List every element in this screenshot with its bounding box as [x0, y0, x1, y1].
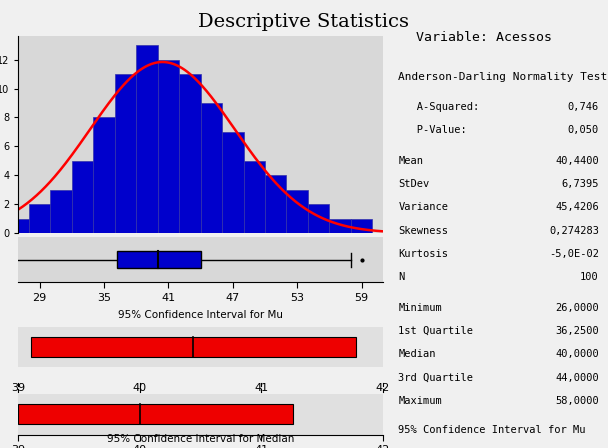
- Text: Variable: Acessos: Variable: Acessos: [416, 31, 553, 44]
- Text: 0,746: 0,746: [568, 102, 599, 112]
- Bar: [136, 45, 157, 233]
- Text: A-Squared:: A-Squared:: [398, 102, 480, 112]
- Bar: [351, 219, 372, 233]
- Bar: [94, 117, 115, 233]
- Text: 100: 100: [580, 272, 599, 282]
- Text: 45,4206: 45,4206: [555, 202, 599, 212]
- Bar: [201, 103, 222, 233]
- Bar: [29, 204, 50, 233]
- Bar: [115, 74, 136, 233]
- Text: Mean: Mean: [398, 156, 423, 166]
- Text: 1st Quartile: 1st Quartile: [398, 326, 473, 336]
- Text: 40,4400: 40,4400: [555, 156, 599, 166]
- Text: 41: 41: [254, 383, 269, 392]
- Bar: [157, 60, 179, 233]
- Text: 39: 39: [11, 383, 26, 392]
- Text: Skewness: Skewness: [398, 226, 448, 236]
- Bar: [31, 337, 356, 358]
- Bar: [117, 251, 201, 268]
- Bar: [179, 74, 201, 233]
- Text: P-Value:: P-Value:: [398, 125, 467, 135]
- Text: 36,2500: 36,2500: [555, 326, 599, 336]
- Text: 95% Confidence Interval for Mu: 95% Confidence Interval for Mu: [118, 310, 283, 320]
- Text: -5,0E-02: -5,0E-02: [549, 249, 599, 259]
- Text: 40: 40: [133, 383, 147, 392]
- Text: Variance: Variance: [398, 202, 448, 212]
- Bar: [18, 404, 293, 425]
- Text: 44,0000: 44,0000: [555, 373, 599, 383]
- Text: 42: 42: [376, 383, 390, 392]
- Bar: [265, 175, 286, 233]
- Text: 0,274283: 0,274283: [549, 226, 599, 236]
- Text: Minimum: Minimum: [398, 303, 442, 313]
- Text: Anderson-Darling Normality Test: Anderson-Darling Normality Test: [398, 72, 607, 82]
- Bar: [244, 161, 265, 233]
- Text: 26,0000: 26,0000: [555, 303, 599, 313]
- Bar: [330, 219, 351, 233]
- Text: Kurtosis: Kurtosis: [398, 249, 448, 259]
- Bar: [72, 161, 94, 233]
- Text: 95% Confidence Interval for Mu: 95% Confidence Interval for Mu: [398, 425, 586, 435]
- Text: 0,050: 0,050: [568, 125, 599, 135]
- Bar: [7, 219, 29, 233]
- Bar: [286, 190, 308, 233]
- Text: N: N: [398, 272, 404, 282]
- Text: Maximum: Maximum: [398, 396, 442, 406]
- Text: 58,0000: 58,0000: [555, 396, 599, 406]
- Text: Median: Median: [398, 349, 436, 359]
- Bar: [222, 132, 244, 233]
- Bar: [308, 204, 330, 233]
- Text: 6,7395: 6,7395: [561, 179, 599, 189]
- Text: Descriptive Statistics: Descriptive Statistics: [198, 13, 410, 31]
- Text: 95% Confidence Interval for Median: 95% Confidence Interval for Median: [107, 435, 294, 444]
- Text: StDev: StDev: [398, 179, 429, 189]
- Bar: [50, 190, 72, 233]
- Text: 3rd Quartile: 3rd Quartile: [398, 373, 473, 383]
- Text: 40,0000: 40,0000: [555, 349, 599, 359]
